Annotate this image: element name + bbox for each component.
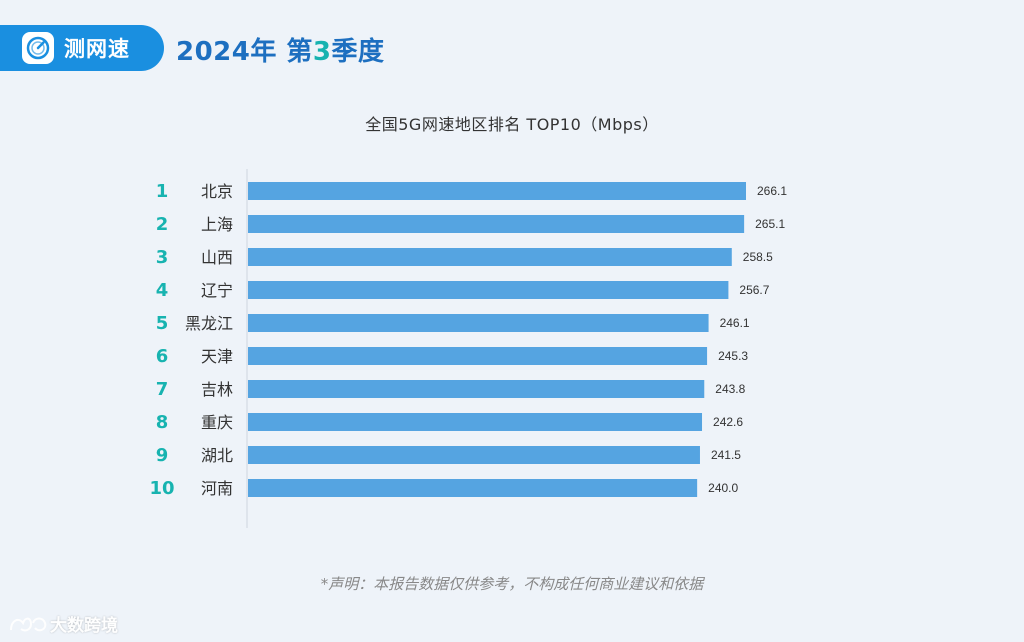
headline-prefix: 2024年 第 [176, 37, 313, 67]
value-label: 246.1 [720, 316, 750, 330]
headline-quarter: 3 [312, 37, 332, 67]
bar-8 [248, 413, 703, 431]
region-label: 天津 [201, 347, 233, 366]
rank-label: 3 [156, 247, 169, 268]
bar-10 [248, 479, 698, 497]
watermark: 大数跨境 [8, 611, 118, 636]
rank-label: 2 [156, 214, 169, 235]
region-label: 河南 [201, 479, 233, 498]
region-label: 上海 [201, 215, 233, 234]
watermark-logo-icon [10, 617, 47, 631]
value-label: 242.6 [713, 415, 743, 429]
rank-label: 7 [156, 379, 169, 400]
value-label: 243.8 [715, 382, 745, 396]
bar-6 [248, 347, 708, 365]
bar-1 [248, 182, 746, 200]
bar-3 [248, 248, 732, 266]
region-label: 湖北 [201, 446, 233, 465]
rank-label: 5 [156, 313, 169, 334]
rank-label: 8 [156, 412, 169, 433]
region-label: 黑龙江 [185, 314, 233, 333]
value-label: 256.7 [739, 283, 769, 297]
bar-2 [248, 215, 745, 233]
bar-9 [248, 446, 700, 464]
bar-5 [248, 314, 709, 332]
disclaimer-footnote: *声明：本报告数据仅供参考，不构成任何商业建议和依据 [320, 575, 704, 593]
bar-7 [248, 380, 705, 398]
rank-label: 10 [149, 478, 174, 499]
value-label: 258.5 [743, 250, 773, 264]
rank-label: 4 [156, 280, 169, 301]
rank-label: 1 [156, 181, 169, 202]
brand-name: 测网速 [64, 37, 130, 61]
region-label: 辽宁 [201, 281, 233, 300]
value-label: 240.0 [708, 481, 738, 495]
value-label: 245.3 [718, 349, 748, 363]
region-label: 北京 [201, 182, 233, 201]
rank-label: 6 [156, 346, 169, 367]
watermark-text: 大数跨境 [50, 616, 118, 636]
rank-label: 9 [156, 445, 169, 466]
bar-4 [248, 281, 729, 299]
chart-title: 全国5G网速地区排名 TOP10（Mbps） [365, 115, 659, 134]
headline-suffix: 季度 [331, 37, 385, 67]
value-label: 241.5 [711, 448, 741, 462]
brand-badge: 测网速 [0, 25, 164, 71]
page-title: 2024年 第3季度 [176, 31, 385, 68]
region-label: 吉林 [201, 380, 233, 399]
value-label: 265.1 [755, 217, 785, 231]
value-label: 266.1 [757, 184, 787, 198]
region-label: 重庆 [201, 413, 233, 432]
speedometer-icon [22, 32, 54, 64]
region-label: 山西 [201, 248, 233, 267]
